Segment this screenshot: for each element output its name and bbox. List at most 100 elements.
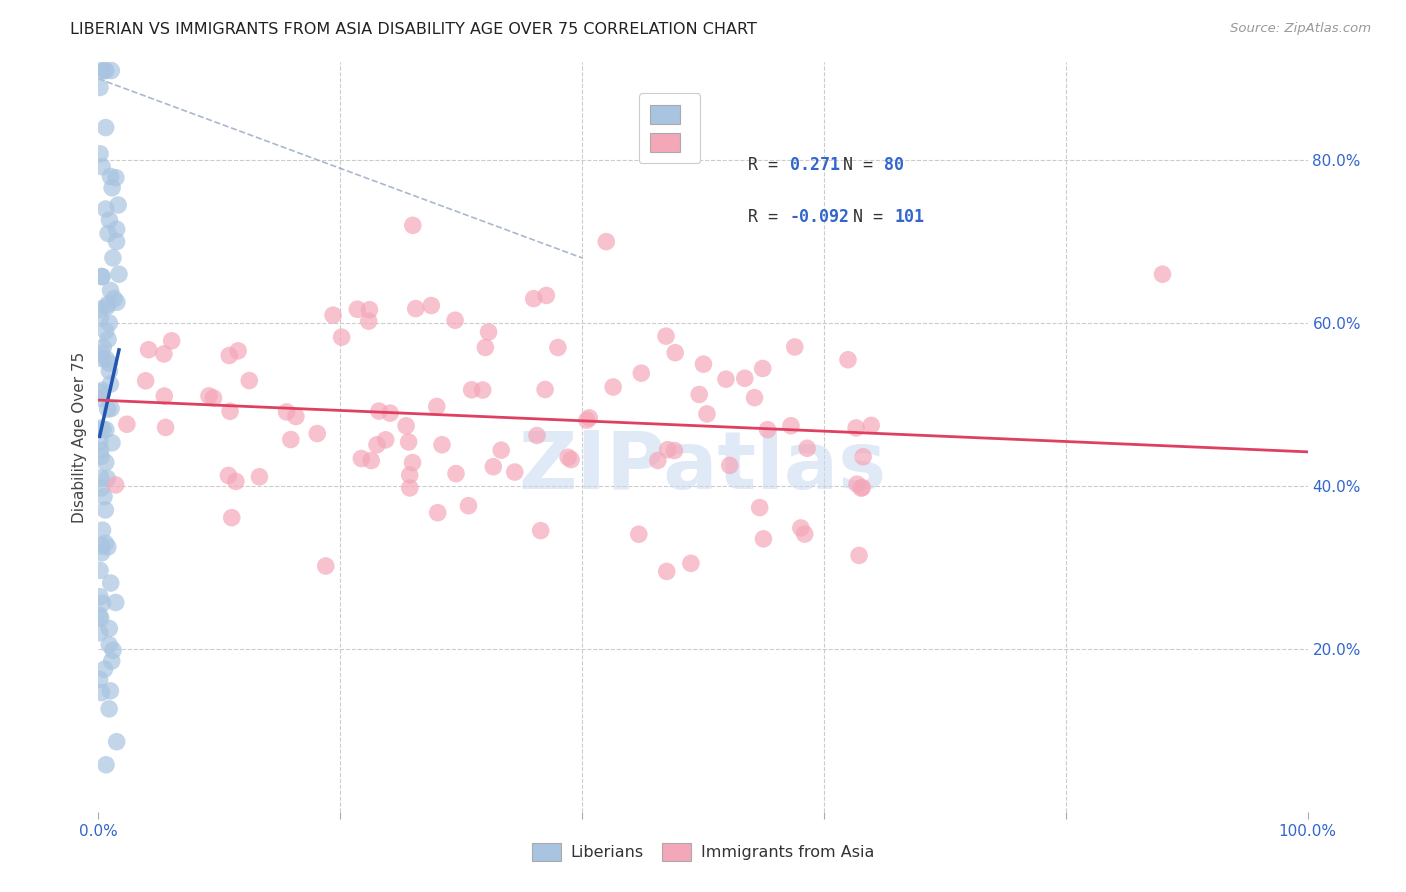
Point [692,357,714,371]
Point [90,421,112,435]
Point [482,459,505,474]
Point [217,468,239,483]
Point [560,452,582,467]
Point [851,481,873,495]
Point [744,391,766,405]
Point [430,438,453,452]
Point [350,451,373,466]
Point [837,352,859,367]
Point [578,410,600,425]
Point [630,366,652,380]
Point [90,269,112,284]
Point [89,563,111,577]
Point [426,506,449,520]
Point [647,453,669,467]
Point [108,267,131,281]
Point [104,170,127,185]
Point [575,413,598,427]
Point [100,169,122,184]
Point [101,251,124,265]
Point [100,284,122,298]
Point [595,235,617,249]
Point [315,559,337,574]
Point [101,435,124,450]
Point [89,146,111,161]
Point [98,213,121,227]
Text: 101: 101 [894,208,924,226]
Point [89,434,111,449]
Point [657,442,679,457]
Point [374,433,396,447]
Point [105,222,128,236]
Point [401,456,423,470]
Point [101,643,124,657]
Point [90,546,112,560]
Point [860,418,883,433]
Point [94,423,117,437]
Point [307,426,329,441]
Point [105,295,128,310]
Point [752,532,775,546]
Point [89,590,111,604]
Point [395,418,418,433]
Point [96,300,118,314]
Point [526,428,548,442]
Point [330,330,353,344]
Text: ZIPatlas: ZIPatlas [519,428,887,506]
Point [845,421,868,435]
Point [547,341,569,355]
Point [91,160,114,174]
Point [346,302,368,317]
Point [398,481,420,495]
Point [94,120,117,135]
Point [138,343,160,357]
Point [160,334,183,348]
Point [457,499,479,513]
Point [91,384,114,398]
Point [97,540,120,554]
Point [471,383,494,397]
Point [91,523,114,537]
Point [103,292,125,306]
Text: N =: N = [844,156,883,175]
Y-axis label: Disability Age Over 75: Disability Age Over 75 [72,351,87,523]
Point [1152,267,1174,281]
Point [91,596,114,610]
Text: -0.092: -0.092 [790,208,851,226]
Point [249,470,271,484]
Point [688,387,710,401]
Point [846,477,869,491]
Point [94,202,117,216]
Point [97,332,120,346]
Point [90,481,112,495]
Point [426,400,449,414]
Point [360,453,382,467]
Point [218,349,240,363]
Point [664,443,686,458]
Text: Source: ZipAtlas.com: Source: ZipAtlas.com [1230,22,1371,36]
Point [783,340,806,354]
Point [444,467,467,481]
Point [219,404,242,418]
Point [100,654,122,668]
Point [460,383,482,397]
Point [225,475,247,489]
Point [101,180,124,194]
Point [91,422,114,436]
Point [474,341,496,355]
Point [98,316,121,330]
Point [98,638,121,652]
Point [89,392,111,406]
Point [90,443,112,458]
Point [98,364,121,378]
Point [96,352,118,367]
Point [557,450,579,465]
Point [221,510,243,524]
Point [90,471,112,485]
Legend: Liberians, Immigrants from Asia: Liberians, Immigrants from Asia [526,836,880,867]
Point [477,325,499,339]
Point [357,314,380,328]
Point [402,219,425,233]
Point [89,625,111,640]
Point [135,374,157,388]
